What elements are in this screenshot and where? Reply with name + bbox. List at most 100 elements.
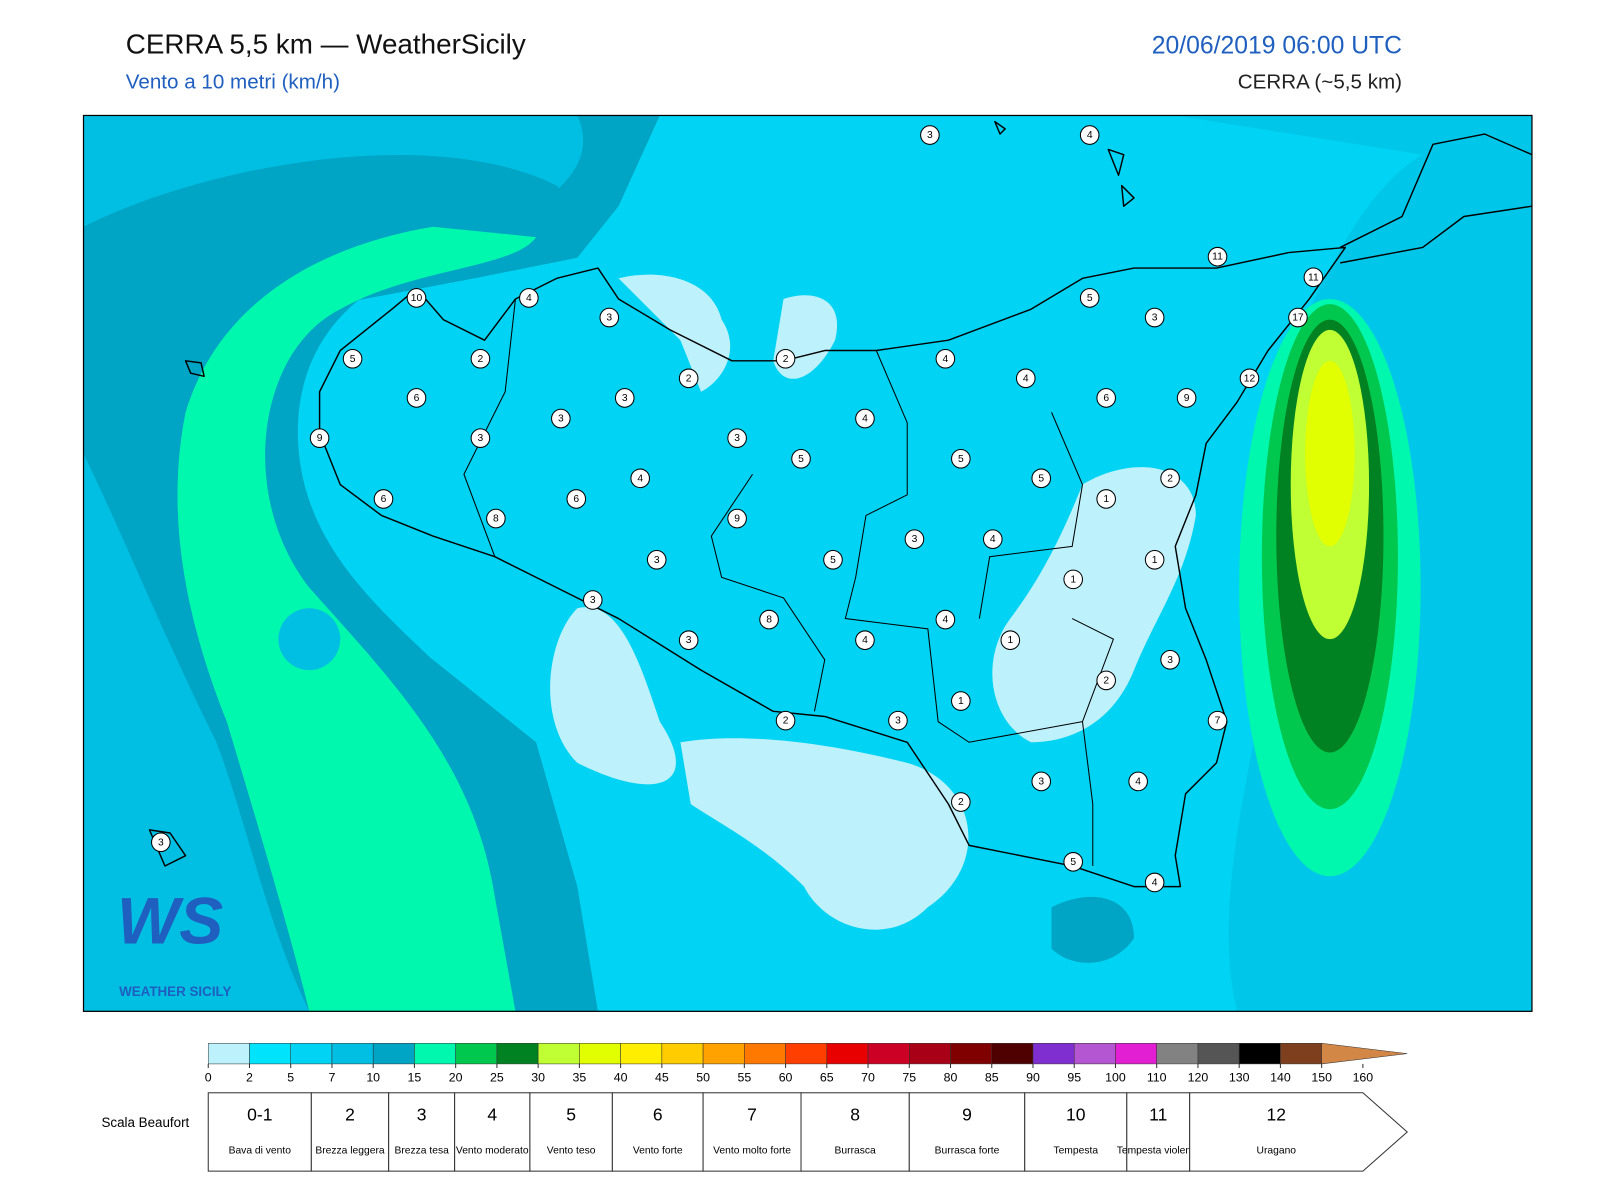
beaufort-name: Bava di vento [229, 1146, 292, 1157]
station-value: 1 [1103, 494, 1109, 505]
station: 7 [1207, 710, 1228, 731]
station-value: 3 [558, 414, 564, 425]
station: 8 [486, 508, 506, 529]
station-value: 3 [654, 555, 660, 566]
station-marker [630, 468, 650, 489]
station: 6 [406, 388, 427, 408]
station-marker [566, 489, 587, 509]
station-marker [678, 630, 699, 650]
station-marker [1096, 670, 1116, 691]
color-swatch [991, 1043, 1034, 1065]
station-marker [1144, 549, 1165, 570]
color-swatch [1073, 1043, 1116, 1065]
model: CERRA (~5,5 km) [1238, 71, 1402, 94]
beaufort-force: 10 [1066, 1105, 1086, 1125]
station-marker [1096, 489, 1116, 509]
station-marker [904, 529, 925, 549]
tick-label: 140 [1270, 1070, 1291, 1084]
tick-label: 25 [490, 1070, 504, 1084]
station: 4 [855, 408, 875, 429]
tick-label: 160 [1353, 1070, 1374, 1084]
station-marker [519, 288, 539, 308]
beaufort-name: Brezza leggera [315, 1146, 385, 1157]
subtitle: Vento a 10 metri (km/h) [126, 71, 340, 94]
logo-name: WEATHER SICILY [119, 984, 231, 999]
station-marker [470, 348, 491, 369]
station-value: 2 [783, 354, 789, 365]
color-swatch [1115, 1043, 1157, 1065]
station: 3 [1031, 771, 1052, 792]
color-swatch [1321, 1043, 1408, 1065]
station: 10 [406, 288, 427, 308]
station-value: 5 [798, 454, 804, 465]
station-value: 3 [1038, 776, 1044, 787]
logo-mark: WS [117, 883, 223, 957]
station-marker [342, 348, 363, 369]
station-value: 11 [1212, 252, 1223, 263]
beaufort-box [388, 1092, 456, 1172]
station-marker [486, 508, 506, 529]
beaufort-box [207, 1092, 312, 1172]
station-value: 6 [414, 393, 420, 404]
title: CERRA 5,5 km — WeatherSicily [126, 29, 526, 60]
station: 3 [614, 388, 635, 408]
tick-label: 90 [1026, 1070, 1040, 1084]
station-marker [935, 609, 956, 630]
station-marker [1079, 125, 1100, 145]
tick-label: 150 [1311, 1070, 1332, 1084]
tick-label: 120 [1188, 1070, 1209, 1084]
tick-label: 15 [408, 1070, 422, 1084]
station-value: 4 [637, 473, 643, 484]
station-marker [614, 388, 635, 408]
tick-label: 20 [449, 1070, 463, 1084]
station: 4 [630, 468, 650, 489]
station: 2 [678, 368, 699, 389]
beaufort-box [1126, 1092, 1191, 1172]
station-value: 3 [686, 635, 692, 646]
station-value: 1 [1152, 555, 1158, 566]
beaufort-force: 3 [417, 1105, 427, 1125]
color-swatch [1032, 1043, 1075, 1065]
tick-label: 65 [820, 1070, 834, 1084]
station: 4 [855, 630, 875, 650]
station: 3 [551, 408, 571, 429]
color-swatch [950, 1043, 993, 1065]
color-swatch [414, 1043, 456, 1065]
color-swatch [702, 1043, 745, 1065]
tick-label: 0 [205, 1070, 212, 1084]
station-marker [1144, 307, 1165, 328]
beaufort-box [908, 1092, 1026, 1172]
station-marker [1207, 246, 1228, 267]
station: 3 [904, 529, 925, 549]
station: 2 [470, 348, 491, 369]
station-marker [309, 428, 330, 448]
station-value: 3 [1167, 655, 1173, 666]
color-swatch [661, 1043, 704, 1065]
station-marker [1176, 388, 1197, 408]
station: 3 [582, 590, 603, 610]
color-swatch [249, 1043, 291, 1065]
station-value: 5 [1087, 293, 1093, 304]
station-value: 3 [895, 716, 901, 727]
colorbar: 0 2 5 7 10 15 20 25 30 35 40 45 50 55 60 65 70 75 80 85 90 95… [205, 1043, 1408, 1084]
station-value: 17 [1292, 313, 1304, 324]
station-value: 4 [526, 293, 532, 304]
beaufort-force: 11 [1149, 1105, 1167, 1125]
color-swatch [1280, 1043, 1322, 1065]
station: 5 [1031, 468, 1052, 489]
station-value: 4 [1023, 373, 1029, 384]
station-value: 4 [1087, 130, 1093, 141]
station: 9 [309, 428, 330, 448]
color-swatch [455, 1043, 498, 1065]
station-value: 4 [990, 534, 996, 545]
beaufort-label: Scala Beaufort [101, 1115, 189, 1130]
beaufort-force: 6 [653, 1105, 663, 1125]
station: 3 [470, 428, 491, 448]
color-swatch [496, 1043, 539, 1065]
station-value: 5 [1070, 857, 1076, 868]
station-marker [791, 448, 811, 469]
tick-label: 130 [1229, 1070, 1250, 1084]
station: 4 [935, 348, 956, 369]
station-marker [1207, 710, 1228, 731]
station: 5 [1079, 288, 1100, 308]
